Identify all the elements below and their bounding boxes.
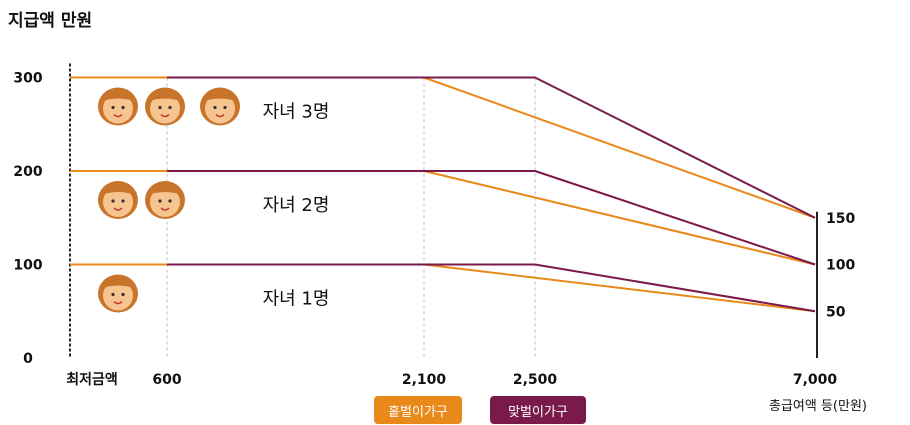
child-face-icon-eye-right: [121, 292, 125, 297]
child-face-icon-eye-right: [168, 199, 172, 203]
child-face-icon-eye-right: [223, 105, 227, 110]
child-face-icon-eye-right: [121, 199, 125, 203]
child-face-icon-eye-left: [111, 292, 115, 297]
dual-income-line-자녀2명: [167, 170, 816, 266]
x-tick-label: 7,000: [793, 372, 838, 388]
legend-dual-income: 맞벌이가구: [490, 396, 586, 424]
child-face-icon-eye-right: [121, 105, 125, 110]
y-tick-label: 0: [23, 351, 33, 367]
x-tick-label: 최저금액: [66, 371, 118, 388]
right-y-tick-label: 50: [826, 304, 846, 320]
child-face-icon-mouth: [113, 300, 123, 305]
legend-dual-income-label: 맞벌이가구: [508, 404, 568, 420]
dual-income-line-자녀3명: [167, 76, 816, 219]
child-face-icon-skin: [150, 93, 180, 124]
child-face-icon-mouth: [160, 113, 170, 118]
x-tick-label: 2,100: [402, 372, 447, 388]
dual-income-line-자녀1명: [167, 263, 816, 313]
child-face-icon-eye-left: [111, 199, 115, 203]
child-face-icon-mouth: [113, 113, 123, 118]
legend-single-income-label: 홑벌이가구: [388, 404, 448, 420]
child-face-icon-skin: [103, 93, 133, 124]
child-face-icon-mouth: [113, 207, 123, 211]
child-face-icon-eye-left: [111, 105, 115, 110]
child-face-icon-skin: [103, 280, 133, 311]
child-face-icon-eye-left: [158, 105, 162, 110]
single-income-line-자녀2명: [70, 170, 816, 266]
y-tick-label: 100: [13, 258, 42, 274]
child-face-icon-bangs: [101, 185, 135, 195]
legend-single-income: 홑벌이가구: [374, 396, 462, 424]
child-face-icon-skin: [205, 93, 235, 124]
child-face-icon-bangs: [148, 91, 182, 102]
child-face-icon-eye-right: [168, 105, 172, 110]
single-income-line-자녀1명: [70, 263, 816, 313]
child-face-icon-bangs: [148, 185, 182, 195]
child-face-icon-mouth: [160, 207, 170, 211]
plot-area: 최저금액 600 2,100 2,500 7,000 0 100 200 300 50 100 150…: [13, 63, 855, 388]
child-face-icon-bangs: [101, 91, 135, 102]
x-axis-title: 총급여액 등(만원): [769, 399, 867, 414]
x-tick-label: 600: [152, 372, 181, 388]
y-tick-label: 200: [13, 164, 42, 180]
child-face-icon-bangs: [101, 278, 135, 289]
child-face-icon-skin: [150, 187, 180, 217]
child-face-icon-mouth: [215, 113, 225, 118]
child-face-icon-eye-left: [213, 105, 217, 110]
right-y-tick-label: 100: [826, 258, 855, 274]
child-face-icon-skin: [103, 187, 133, 217]
x-tick-label: 2,500: [513, 372, 558, 388]
group-label: 자녀 3명: [263, 102, 330, 123]
right-y-tick-label: 150: [826, 211, 855, 227]
y-axis-title: 지급액 만원: [8, 11, 92, 31]
group-label: 자녀 1명: [263, 289, 330, 310]
y-tick-label: 300: [13, 71, 42, 87]
group-label: 자녀 2명: [263, 195, 330, 216]
child-face-icon-bangs: [203, 91, 237, 102]
child-face-icon-eye-left: [158, 199, 162, 203]
